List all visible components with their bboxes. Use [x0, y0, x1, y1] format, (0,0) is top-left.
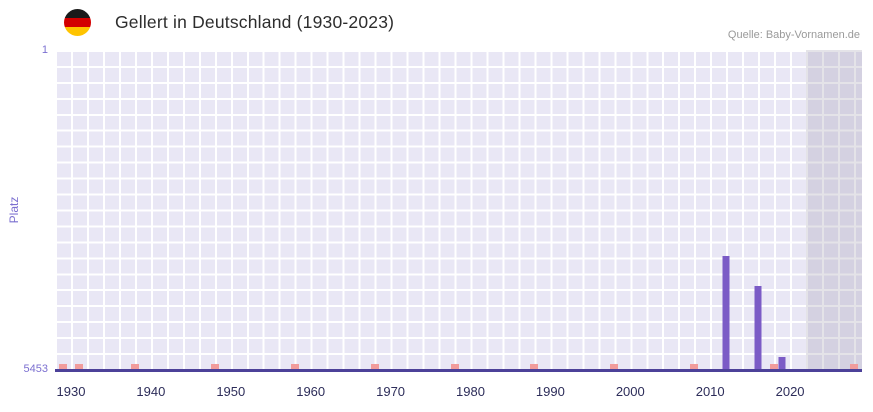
source-label: Quelle: Baby-Vornamen.de — [727, 29, 860, 41]
no-data-mark-1968 — [370, 364, 379, 369]
bar-2012 — [722, 256, 730, 369]
x-tick-1960: 1960 — [296, 384, 326, 399]
no-data-mark-1931 — [74, 364, 83, 369]
german-flag-icon — [64, 9, 91, 36]
x-tick-1950: 1950 — [216, 384, 246, 399]
no-data-mark-2028 — [850, 364, 858, 369]
no-data-mark-1958 — [290, 364, 299, 369]
x-tick-1940: 1940 — [136, 384, 166, 399]
no-data-mark-1978 — [450, 364, 459, 369]
bar-2019 — [778, 357, 786, 369]
page-title: Gellert in Deutschland (1930-2023) — [115, 12, 395, 32]
no-data-mark-1929 — [58, 364, 67, 369]
x-tick-labels: 1930 1940 1950 1960 1970 1980 1990 2000 2010 2020 — [55, 384, 862, 402]
x-axis-line — [55, 369, 862, 372]
y-axis-title: Platz — [7, 196, 21, 224]
shaded-region — [806, 50, 862, 369]
x-tick-2020: 2020 — [775, 384, 805, 399]
x-tick-2010: 2010 — [695, 384, 725, 399]
x-tick-2000: 2000 — [615, 384, 645, 399]
y-tick-top: 1 — [41, 44, 48, 56]
chart-header: Gellert in Deutschland (1930-2023) — [64, 9, 394, 36]
x-tick-1980: 1980 — [456, 384, 485, 399]
x-tick-1930: 1930 — [56, 384, 86, 399]
no-data-mark-2008 — [690, 364, 699, 369]
no-data-mark-1938 — [130, 364, 139, 369]
bar-2016 — [754, 286, 762, 369]
no-data-mark-1948 — [210, 364, 219, 369]
no-data-mark-1988 — [530, 364, 539, 369]
no-data-mark-1998 — [610, 364, 619, 369]
no-data-mark-2018 — [770, 364, 779, 369]
y-tick-bottom: 5453 — [23, 363, 48, 375]
x-tick-1990: 1990 — [535, 384, 565, 399]
x-tick-1970: 1970 — [376, 384, 406, 399]
plot-area — [55, 50, 862, 369]
